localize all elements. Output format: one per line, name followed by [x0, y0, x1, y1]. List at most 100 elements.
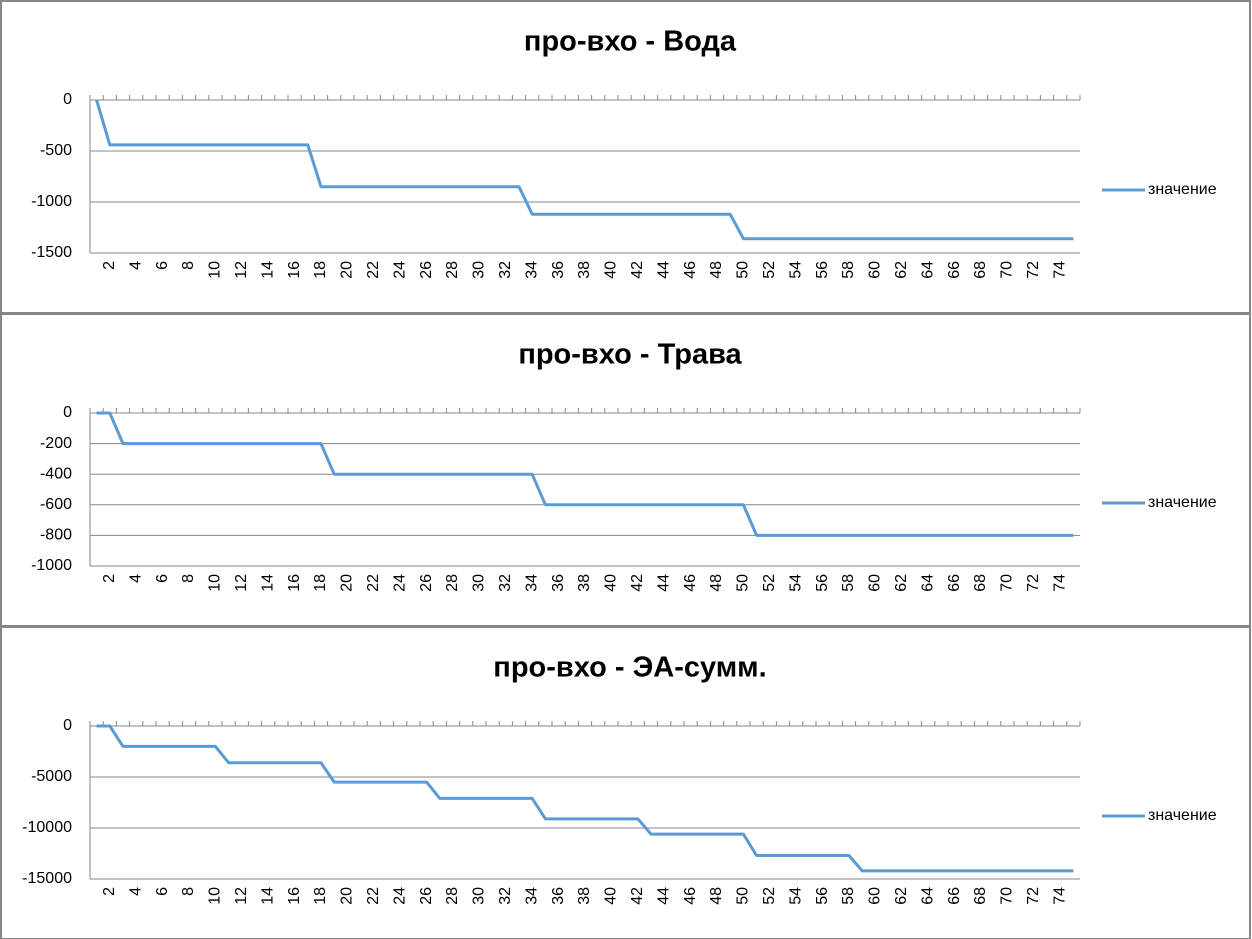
y-tick-label: -10000 [22, 819, 72, 836]
x-tick-label: 62 [893, 887, 910, 905]
x-tick-label: 6 [154, 887, 171, 896]
x-tick-label: 36 [550, 887, 567, 905]
y-tick-label: -200 [40, 435, 72, 452]
y-tick-label: -800 [40, 527, 72, 544]
x-tick-label: 32 [497, 261, 514, 279]
x-tick-label: 44 [655, 574, 672, 592]
x-tick-label: 54 [787, 261, 804, 279]
x-tick-label: 22 [365, 887, 382, 905]
x-tick-label: 74 [1051, 261, 1068, 279]
x-tick-label: 20 [339, 887, 356, 905]
x-tick-label: 4 [127, 261, 144, 270]
x-tick-label: 26 [418, 887, 435, 905]
x-tick-label: 46 [682, 574, 699, 592]
x-tick-label: 58 [840, 261, 857, 279]
x-tick-label: 18 [312, 574, 329, 592]
x-tick-label: 72 [1025, 887, 1042, 905]
legend-label: значение [1148, 807, 1217, 824]
x-tick-label: 46 [682, 261, 699, 279]
x-tick-label: 48 [708, 261, 725, 279]
y-tick-label: 0 [63, 91, 72, 108]
y-tick-label: -400 [40, 465, 72, 482]
x-tick-label: 30 [471, 887, 488, 905]
x-tick-label: 10 [207, 574, 224, 592]
x-tick-label: 12 [233, 261, 250, 279]
x-tick-label: 72 [1025, 261, 1042, 279]
x-tick-label: 50 [735, 887, 752, 905]
x-tick-label: 48 [708, 574, 725, 592]
x-tick-label: 44 [655, 261, 672, 279]
x-tick-label: 20 [339, 261, 356, 279]
x-tick-label: 24 [391, 574, 408, 592]
x-tick-label: 52 [761, 261, 778, 279]
x-tick-label: 2 [101, 887, 118, 896]
y-tick-label: -1000 [31, 193, 72, 210]
x-tick-label: 12 [233, 574, 250, 592]
x-tick-label: 70 [999, 887, 1016, 905]
y-tick-label: 0 [63, 404, 72, 421]
y-tick-label: -1000 [31, 557, 72, 574]
y-tick-label: 0 [63, 717, 72, 734]
x-tick-label: 60 [867, 887, 884, 905]
x-tick-label: 34 [523, 261, 540, 279]
x-tick-label: 30 [471, 261, 488, 279]
x-tick-label: 40 [603, 887, 620, 905]
y-tick-label: -500 [40, 142, 72, 159]
x-tick-label: 26 [418, 261, 435, 279]
x-tick-label: 4 [127, 574, 144, 583]
x-tick-label: 20 [339, 574, 356, 592]
x-tick-label: 14 [259, 574, 276, 592]
x-tick-label: 56 [814, 261, 831, 279]
chart-title: про-вхо - Вода [524, 26, 737, 58]
x-tick-label: 64 [919, 261, 936, 279]
x-tick-label: 8 [180, 574, 197, 583]
x-tick-label: 42 [629, 574, 646, 592]
x-tick-label: 32 [497, 574, 514, 592]
x-tick-label: 34 [523, 887, 540, 905]
panel-border [0, 626, 1251, 939]
x-tick-label: 36 [550, 574, 567, 592]
x-tick-label: 50 [735, 261, 752, 279]
x-tick-label: 42 [629, 887, 646, 905]
x-tick-label: 18 [312, 887, 329, 905]
legend-label: значение [1148, 494, 1217, 511]
x-tick-label: 70 [999, 574, 1016, 592]
x-tick-label: 52 [761, 887, 778, 905]
x-tick-label: 44 [655, 887, 672, 905]
y-tick-label: -1500 [31, 244, 72, 261]
x-tick-label: 22 [365, 261, 382, 279]
x-tick-label: 18 [312, 261, 329, 279]
x-tick-label: 60 [867, 261, 884, 279]
x-tick-label: 62 [893, 574, 910, 592]
x-tick-label: 16 [286, 574, 303, 592]
x-tick-label: 2 [101, 574, 118, 583]
x-tick-label: 6 [154, 261, 171, 270]
x-tick-label: 6 [154, 574, 171, 583]
x-tick-label: 28 [444, 574, 461, 592]
legend-label: значение [1148, 181, 1217, 198]
x-tick-label: 56 [814, 887, 831, 905]
x-tick-label: 46 [682, 887, 699, 905]
x-tick-label: 36 [550, 261, 567, 279]
x-tick-label: 14 [259, 887, 276, 905]
x-tick-label: 62 [893, 261, 910, 279]
x-tick-label: 24 [391, 887, 408, 905]
x-tick-label: 24 [391, 261, 408, 279]
x-tick-label: 12 [233, 887, 250, 905]
x-tick-label: 54 [787, 574, 804, 592]
data-line [96, 724, 1074, 873]
x-tick-label: 52 [761, 574, 778, 592]
x-tick-label: 68 [972, 887, 989, 905]
x-tick-label: 2 [101, 261, 118, 270]
x-tick-label: 64 [919, 574, 936, 592]
x-tick-label: 64 [919, 887, 936, 905]
x-tick-label: 16 [286, 887, 303, 905]
x-tick-label: 74 [1051, 887, 1068, 905]
x-tick-label: 4 [127, 887, 144, 896]
x-tick-label: 48 [708, 887, 725, 905]
x-tick-label: 40 [603, 261, 620, 279]
x-tick-label: 56 [814, 574, 831, 592]
x-tick-label: 58 [840, 887, 857, 905]
